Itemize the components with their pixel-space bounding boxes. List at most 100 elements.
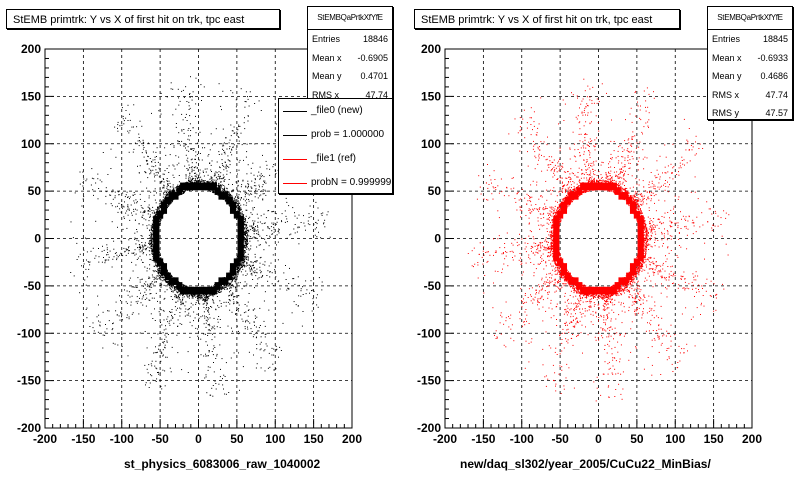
- scatter-point: [219, 185, 221, 187]
- scatter-point: [163, 173, 165, 175]
- scatter-point: [218, 290, 220, 291]
- scatter-point: [262, 154, 263, 156]
- scatter-point: [88, 261, 90, 263]
- scatter-point: [157, 171, 159, 173]
- scatter-point: [164, 297, 166, 299]
- scatter-point: [160, 351, 162, 353]
- scatter-point: [158, 271, 160, 273]
- scatter-point: [187, 146, 189, 148]
- scatter-point: [244, 128, 246, 130]
- scatter-point: [160, 282, 162, 284]
- scatter-point: [117, 211, 119, 213]
- scatter-point: [222, 143, 224, 145]
- scatter-point: [127, 249, 129, 251]
- scatter-point: [182, 299, 184, 300]
- scatter-point: [243, 217, 245, 219]
- scatter-point: [313, 290, 315, 292]
- scatter-point: [150, 337, 152, 339]
- scatter-point: [100, 190, 102, 192]
- scatter-point: [195, 180, 197, 182]
- scatter-point: [305, 280, 307, 282]
- ring-bin: [153, 234, 160, 243]
- scatter-point: [134, 254, 136, 256]
- scatter-point: [317, 306, 319, 308]
- scatter-point: [133, 104, 135, 106]
- scatter-point: [113, 256, 115, 258]
- scatter-point: [260, 110, 262, 111]
- scatter-point: [200, 298, 202, 300]
- scatter-point: [206, 181, 208, 183]
- scatter-point: [142, 285, 144, 287]
- scatter-point: [155, 165, 157, 167]
- scatter-point: [142, 141, 144, 143]
- scatter-point: [229, 291, 230, 293]
- scatter-point: [150, 243, 152, 245]
- scatter-point: [172, 332, 174, 334]
- scatter-point: [247, 328, 249, 330]
- scatter-point: [227, 191, 229, 193]
- scatter-point: [151, 245, 153, 247]
- scatter-point: [169, 190, 171, 192]
- scatter-point: [261, 237, 262, 239]
- scatter-point: [210, 169, 212, 171]
- scatter-point: [244, 223, 246, 225]
- scatter-point: [79, 253, 81, 255]
- scatter-point: [238, 268, 240, 269]
- scatter-point: [150, 232, 152, 234]
- scatter-point: [142, 304, 144, 306]
- scatter-point: [213, 191, 215, 193]
- scatter-point: [195, 302, 197, 304]
- scatter-point: [228, 204, 230, 206]
- scatter-point: [208, 296, 210, 297]
- scatter-point: [187, 351, 189, 353]
- scatter-point: [175, 309, 177, 311]
- scatter-point: [269, 271, 271, 273]
- scatter-point: [205, 333, 206, 335]
- scatter-point: [205, 294, 207, 296]
- scatter-point: [162, 173, 164, 175]
- ring-bin: [237, 220, 244, 229]
- scatter-point: [251, 272, 253, 274]
- scatter-point: [275, 345, 277, 347]
- scatter-point: [157, 278, 159, 280]
- scatter-point: [149, 216, 151, 218]
- scatter-point: [248, 238, 250, 240]
- scatter-point: [150, 226, 152, 228]
- scatter-point: [118, 194, 120, 195]
- scatter-point: [259, 269, 261, 271]
- scatter-point: [315, 221, 317, 223]
- scatter-point: [160, 276, 162, 278]
- scatter-point: [151, 282, 153, 284]
- scatter-point: [246, 239, 248, 241]
- scatter-point: [182, 190, 184, 191]
- scatter-point: [92, 322, 94, 324]
- scatter-point: [120, 240, 122, 242]
- scatter-point: [260, 357, 262, 359]
- scatter-point: [151, 227, 153, 229]
- scatter-point: [150, 246, 152, 247]
- scatter-point: [159, 277, 161, 278]
- scatter-point: [152, 318, 154, 319]
- scatter-point: [204, 315, 205, 317]
- scatter-point: [117, 344, 119, 346]
- scatter-point: [184, 305, 186, 307]
- scatter-point: [155, 151, 157, 153]
- scatter-point: [210, 133, 212, 135]
- scatter-point: [269, 174, 271, 176]
- scatter-point: [199, 303, 201, 305]
- scatter-point: [236, 267, 238, 269]
- scatter-point: [144, 299, 146, 300]
- scatter-point: [300, 288, 302, 290]
- scatter-point: [242, 179, 244, 181]
- scatter-point: [250, 245, 252, 247]
- scatter-point: [149, 286, 151, 288]
- scatter-point: [270, 262, 272, 264]
- scatter-point: [243, 228, 245, 230]
- scatter-point: [211, 326, 213, 328]
- scatter-point: [222, 145, 224, 147]
- scatter-point: [169, 320, 171, 322]
- scatter-point: [167, 316, 169, 318]
- scatter-point: [150, 248, 152, 250]
- scatter-point: [263, 350, 265, 352]
- scatter-point: [179, 312, 181, 313]
